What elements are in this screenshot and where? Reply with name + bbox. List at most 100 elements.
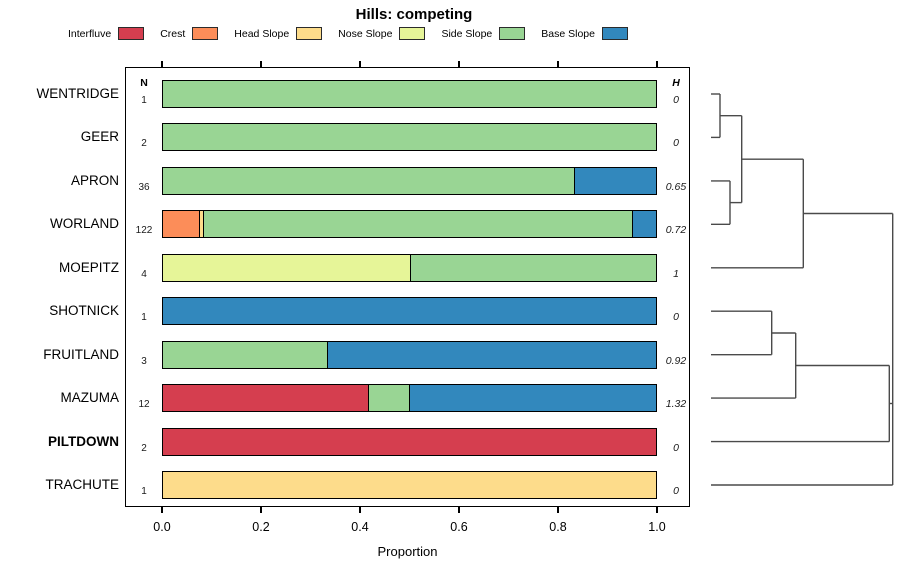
legend-item-2: Head Slope [234, 27, 323, 40]
n-value: 3 [141, 355, 147, 367]
h-column-header: H [672, 77, 680, 89]
n-value: 36 [138, 181, 150, 193]
n-value: 1 [141, 95, 147, 106]
legend: Interfluve Crest Head Slope Nose Slope Side … [68, 26, 644, 41]
n-value: 122 [135, 225, 153, 237]
bar-moepitz [162, 253, 657, 282]
bar-fruitland [162, 340, 657, 369]
x-axis-tick-top [161, 61, 163, 67]
row-label-apron: APRON [70, 172, 119, 188]
x-axis-tick-label: 0.4 [351, 520, 369, 534]
bar-segment-interfluve [163, 428, 656, 455]
h-value: 0.65 [665, 180, 687, 193]
row-label-trachute: TRACHUTE [45, 476, 120, 492]
x-axis-tick-top [656, 61, 658, 67]
h-value: 0 [673, 484, 679, 497]
bar-segment-interfluve [163, 385, 369, 412]
x-axis-tick-label: 0.2 [252, 520, 270, 534]
legend-swatch [499, 27, 526, 40]
n-value: 2 [141, 138, 147, 150]
x-axis-tick-top [557, 61, 559, 67]
legend-item-label: Head Slope [234, 27, 290, 40]
bar-mazuma [162, 384, 657, 413]
x-axis-tick-label: 1.0 [648, 520, 666, 534]
bar-apron [162, 166, 657, 195]
bar-segment-side-slope [409, 254, 656, 281]
bar-trachute [162, 470, 657, 499]
x-axis-tick-top [260, 61, 262, 67]
bar-worland [162, 210, 657, 239]
legend-swatch [118, 27, 145, 40]
x-axis-tick-bottom [260, 507, 262, 513]
bar-segment-base-slope [631, 211, 656, 238]
bar-wentridge [162, 80, 657, 108]
legend-item-label: Side Slope [441, 27, 493, 40]
h-value: 0 [673, 94, 679, 106]
row-label-moepitz: MOEPITZ [59, 259, 119, 275]
bar-segment-side-slope [203, 211, 632, 238]
x-axis-tick-bottom [161, 507, 163, 513]
x-axis-tick-bottom [656, 507, 658, 513]
x-axis-tick-label: 0.0 [153, 520, 171, 534]
legend-item-label: Crest [160, 27, 186, 40]
plot-area: Proportion 1 0 2 0 36 0.65 122 0.72 4 1 1 0 3 0.92 12 1… [125, 61, 690, 559]
n-value: 1 [141, 485, 147, 497]
n-value: 2 [141, 442, 147, 454]
legend-swatch [192, 27, 219, 40]
bar-segment-nose-slope [163, 254, 410, 281]
x-axis-tick-label: 0.6 [450, 520, 468, 534]
x-axis-tick-top [359, 61, 361, 67]
legend-item-1: Crest [160, 27, 219, 40]
h-value: 0 [673, 441, 679, 454]
legend-item-0: Interfluve [68, 27, 145, 40]
row-label-piltdown: PILTDOWN [48, 433, 119, 449]
bar-segment-side-slope [163, 341, 328, 368]
x-axis-tick-bottom [557, 507, 559, 513]
row-label-geer: GEER [80, 129, 119, 145]
bar-segment-base-slope [573, 167, 656, 194]
bar-segment-crest [163, 211, 200, 238]
bar-segment-head-slope [199, 211, 204, 238]
h-value: 0.92 [665, 354, 687, 367]
n-value: 1 [141, 312, 147, 324]
legend-item-4: Side Slope [441, 27, 526, 40]
row-labels-column: WENTRIDGE GEER APRON WORLAND MOEPITZ SHOTNICK… [0, 0, 120, 580]
bar-segment-base-slope [163, 298, 656, 325]
bar-segment-side-slope [163, 167, 574, 194]
bar-segment-head-slope [163, 471, 656, 498]
x-axis-tick-bottom [458, 507, 460, 513]
row-label-wentridge: WENTRIDGE [36, 86, 120, 101]
legend-item-label: Interfluve [68, 27, 112, 40]
bar-piltdown [162, 427, 657, 456]
n-value: 4 [141, 268, 147, 280]
h-value: 0.72 [665, 224, 687, 237]
h-value: 0 [673, 311, 679, 324]
row-label-mazuma: MAZUMA [60, 390, 120, 406]
x-axis-tick-bottom [359, 507, 361, 513]
legend-item-5: Base Slope [541, 27, 628, 40]
bar-segment-base-slope [409, 385, 656, 412]
bar-geer [162, 123, 657, 152]
bar-segment-side-slope [368, 385, 410, 412]
row-label-fruitland: FRUITLAND [43, 346, 119, 362]
chart-title: Hills: competing [355, 6, 473, 23]
bar-shotnick [162, 297, 657, 326]
h-value: 0 [673, 137, 679, 150]
row-label-worland: WORLAND [49, 216, 119, 232]
legend-swatch [399, 27, 426, 40]
row-label-shotnick: SHOTNICK [49, 303, 119, 319]
legend-item-3: Nose Slope [338, 27, 426, 40]
dendrogram [711, 93, 894, 486]
bar-segment-side-slope [163, 81, 656, 107]
legend-item-label: Nose Slope [338, 27, 393, 40]
x-axis-tick-top [458, 61, 460, 67]
legend-swatch [296, 27, 323, 40]
x-axis-tick-label: 0.8 [549, 520, 567, 534]
n-value: 12 [138, 399, 150, 411]
n-column-header: N [140, 77, 148, 89]
bar-segment-side-slope [163, 124, 656, 151]
legend-swatch [601, 27, 628, 40]
x-axis-label: Proportion [377, 544, 438, 559]
h-value: 1.32 [665, 398, 687, 411]
